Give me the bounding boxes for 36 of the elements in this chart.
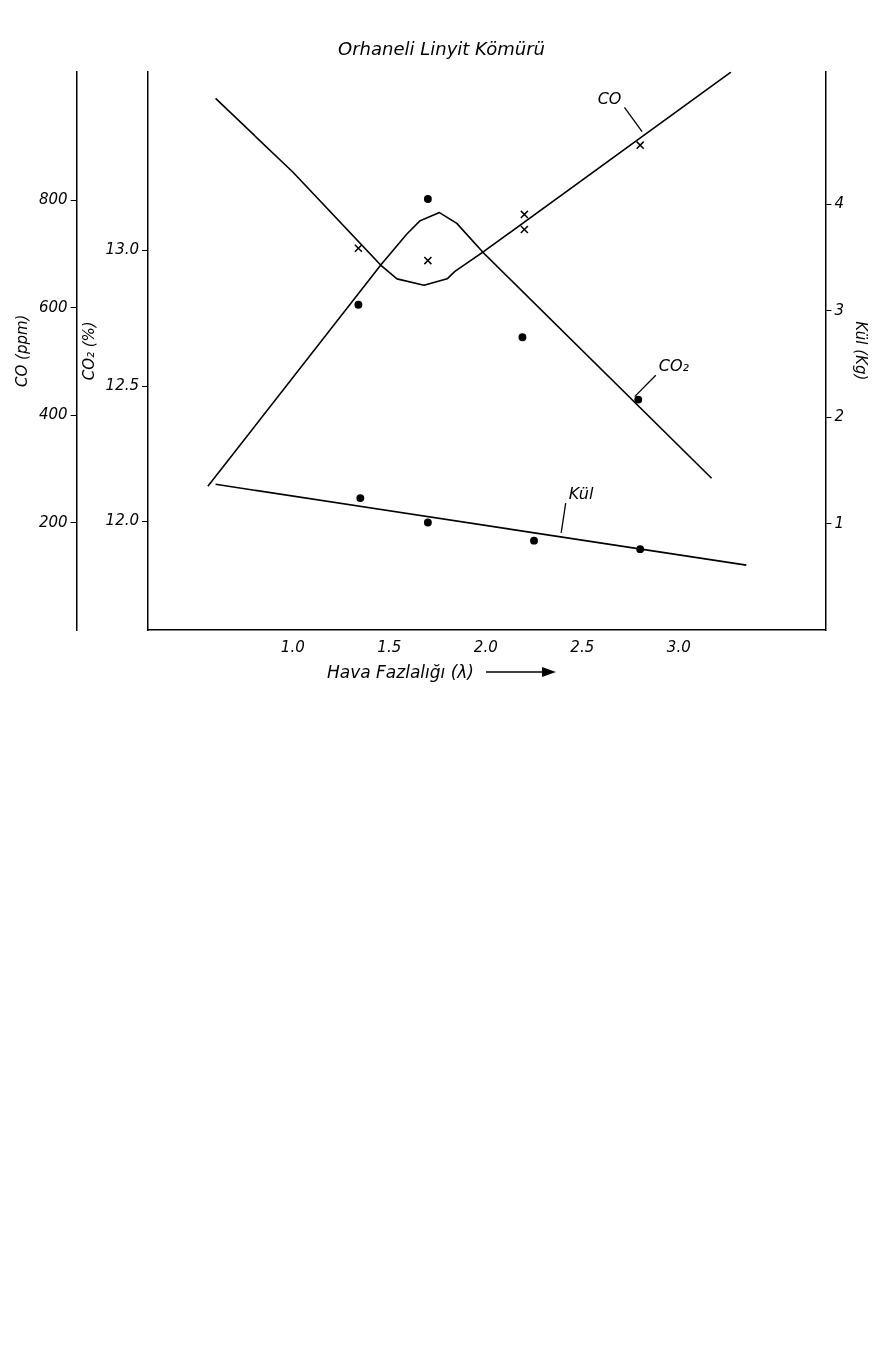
point [530,536,538,545]
point [423,518,432,527]
point [520,225,529,234]
y3-tick-label: 1 [834,513,844,532]
point [356,494,365,503]
point [423,195,432,203]
y-tick-label: 800 [38,190,68,209]
y2-tick-label: 12.0 [105,511,140,530]
x-axis-title: Hava Fazlalığı (λ) [326,662,475,682]
x-tick-label: 1.5 [377,637,402,656]
y-tick-label: 200 [38,512,68,531]
x-tick-label: 2.5 [570,637,595,656]
y-tick-label: 400 [38,405,68,424]
y2-tick-label: 12.5 [105,375,140,394]
point [354,300,363,309]
point [634,395,643,404]
y-tick-label: 600 [38,297,68,316]
y2-tick-label: 13.0 [105,240,140,259]
point [518,333,527,342]
point [635,140,645,150]
text: CO₂ [658,356,690,376]
text: CO [597,88,622,108]
y2-axis-title: CO₂ (%) [79,321,98,381]
x-tick-label: 1.0 [280,637,305,656]
point [423,256,433,265]
chart-title: Orhaneli Linyit Kömürü [337,38,546,60]
y3-tick-label: 4 [834,194,844,213]
y3-tick-label: 2 [834,407,844,426]
text: Kül [568,484,594,504]
x-tick-label: 3.0 [666,637,691,656]
y3-tick-label: 3 [834,300,844,319]
point [354,243,363,253]
y3-axis-title: Kül (Kg) [852,321,871,381]
x-tick-label: 2.0 [473,637,498,656]
point [520,210,529,219]
y-axis-title: CO (ppm) [12,314,31,388]
